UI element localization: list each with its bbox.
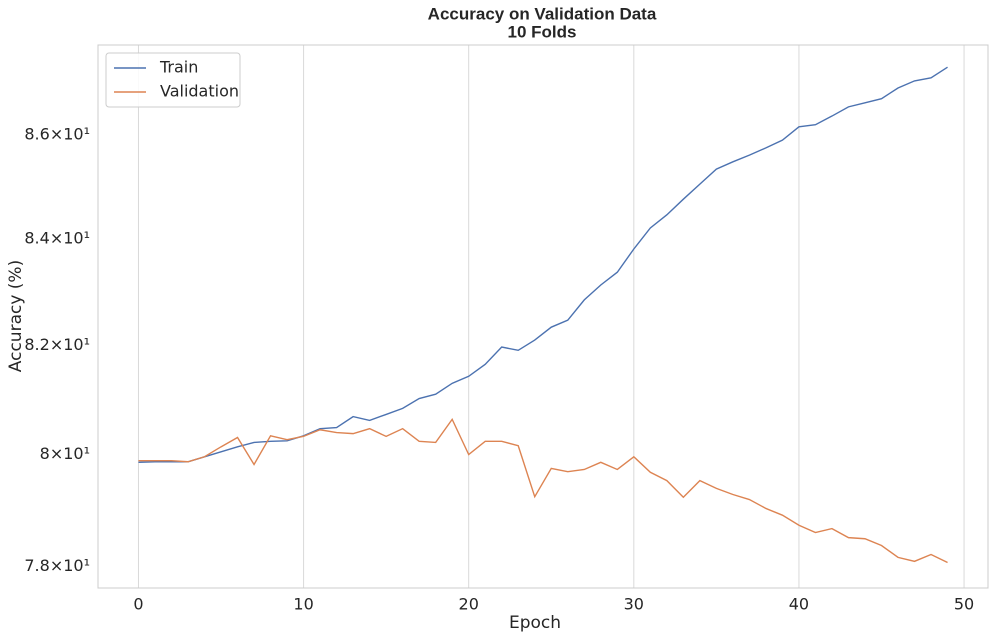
data-line: [138, 66, 948, 463]
x-tick-label: 20: [459, 595, 479, 614]
legend-label: Train: [159, 58, 198, 77]
y-tick-label: 8.2×10¹: [24, 335, 90, 354]
x-tick-label: 40: [789, 595, 809, 614]
x-tick-label: 30: [624, 595, 644, 614]
x-axis-label: Epoch: [509, 613, 561, 633]
y-tick-label: 7.8×10¹: [24, 556, 90, 575]
legend-label: Validation: [160, 82, 239, 101]
chart-title: Accuracy on Validation Data: [428, 4, 657, 23]
data-line: [138, 417, 948, 564]
plot-frame: [97, 44, 989, 589]
y-tick-label: 8.4×10¹: [24, 228, 90, 247]
chart-subtitle: 10 Folds: [508, 22, 577, 41]
x-tick-label: 0: [133, 595, 143, 614]
legend-box: [105, 52, 241, 108]
x-tick-label: 10: [293, 595, 313, 614]
y-tick-label: 8×10¹: [40, 444, 90, 463]
y-axis-label: Accuracy (%): [6, 260, 26, 372]
x-tick-label: 50: [954, 595, 974, 614]
y-tick-label: 8.6×10¹: [24, 125, 90, 144]
